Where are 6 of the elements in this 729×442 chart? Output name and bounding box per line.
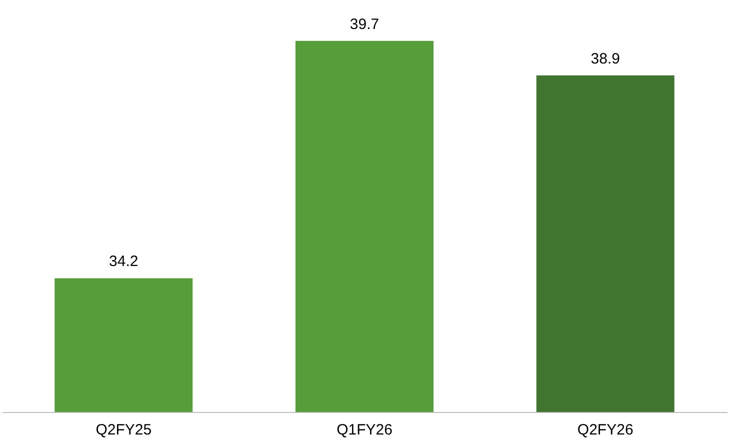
x-tick-label: Q1FY26 xyxy=(336,422,392,438)
data-label: 34.2 xyxy=(109,253,138,270)
x-tick-label: Q2FY26 xyxy=(577,422,634,438)
data-label: 39.7 xyxy=(350,16,380,33)
x-tick-label: Q2FY25 xyxy=(96,422,152,438)
data-label: 38.9 xyxy=(590,50,620,68)
